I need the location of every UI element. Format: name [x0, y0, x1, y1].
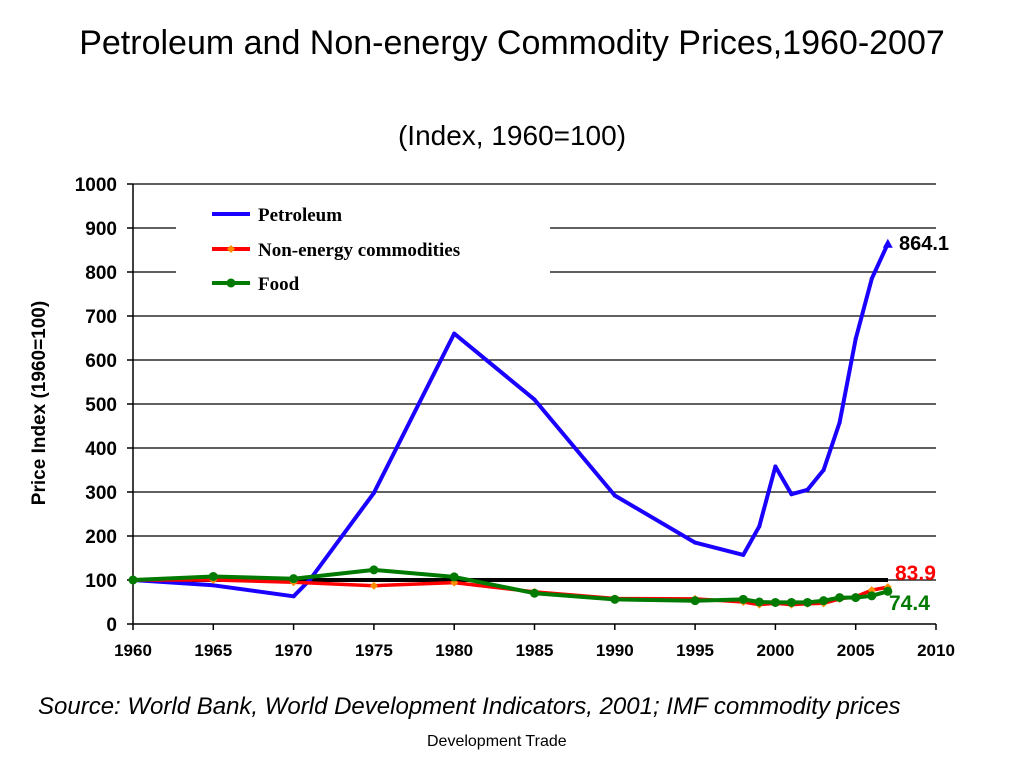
- x-tick-label-2000: 2000: [756, 641, 794, 660]
- legend-marker-non-energy-commodities: [227, 245, 235, 253]
- x-tick-label-1960: 1960: [114, 641, 152, 660]
- legend-label-petroleum: Petroleum: [258, 205, 342, 226]
- legend-label-non-energy-commodities: Non-energy commodities: [258, 240, 460, 261]
- x-tick-label-2010: 2010: [917, 641, 955, 660]
- y-tick-label-500: 500: [85, 395, 117, 416]
- end-label-food: 74.4: [889, 592, 930, 615]
- footer-text: Development Trade: [427, 733, 567, 750]
- end-labels: 864.1 83.9 74.4: [889, 233, 949, 615]
- data-point-food-1980: [449, 572, 459, 582]
- data-point-food-1998: [738, 594, 748, 604]
- x-tick-label-1990: 1990: [596, 641, 634, 660]
- series-end-marker-petroleum: [882, 238, 893, 248]
- data-point-food-1999: [754, 597, 764, 607]
- y-tick-label-900: 900: [85, 219, 117, 240]
- data-point-petroleum-1980: [452, 331, 457, 336]
- data-point-food-1985: [530, 588, 539, 598]
- data-point-food-1970: [289, 574, 299, 584]
- data-point-petroleum-2003: [821, 468, 826, 472]
- legend: Petroleum Non-energy commodities Food: [176, 200, 550, 300]
- y-tick-label-200: 200: [85, 527, 117, 548]
- x-tick-label-1965: 1965: [194, 641, 232, 660]
- y-tick-label-0: 0: [106, 615, 117, 636]
- y-tick-label-800: 800: [85, 263, 117, 284]
- data-point-food-2003: [819, 596, 829, 606]
- data-point-food-1965: [208, 571, 218, 581]
- data-point-petroleum-2002: [805, 487, 810, 492]
- data-point-food-1975: [369, 565, 379, 575]
- x-tick-label-1975: 1975: [355, 641, 393, 660]
- source-note: Source: World Bank, World Development In…: [38, 693, 901, 720]
- data-point-petroleum-2001: [789, 492, 794, 497]
- data-point-petroleum-2006: [869, 276, 874, 281]
- y-tick-label-600: 600: [85, 351, 117, 372]
- y-axis-label: Price Index (1960=100): [29, 301, 50, 505]
- data-point-food-1960: [128, 575, 138, 585]
- x-tick-label-1995: 1995: [676, 641, 714, 660]
- data-point-food-2002: [803, 597, 813, 607]
- data-point-petroleum-2000: [773, 464, 778, 469]
- x-tick-label-2005: 2005: [837, 641, 875, 660]
- data-point-petroleum-1970: [291, 594, 296, 599]
- y-tick-label-700: 700: [85, 307, 117, 328]
- tick-labels: 1960 1965 1970 1975 1980 1985 1990 1995 2000 2005…: [75, 175, 955, 660]
- x-tick-label-1980: 1980: [435, 641, 473, 660]
- series-line-food: [132, 567, 889, 605]
- line-chart: Petroleum Non-energy commodities Food 1960…: [29, 175, 955, 660]
- x-tick-label-1985: 1985: [516, 641, 554, 660]
- data-point-petroleum-2004: [837, 420, 842, 425]
- data-point-petroleum-2005: [853, 336, 858, 341]
- data-point-food-2001: [786, 597, 796, 607]
- y-tick-label-300: 300: [85, 483, 117, 504]
- data-point-petroleum-1965: [211, 583, 216, 588]
- data-point-petroleum-1985: [532, 397, 537, 402]
- data-point-food-2006: [867, 591, 877, 601]
- y-tick-label-1000: 1000: [75, 175, 117, 196]
- data-point-petroleum-1999: [757, 524, 762, 529]
- data-point-food-1995: [690, 596, 700, 606]
- x-tick-label-1970: 1970: [275, 641, 313, 660]
- legend-label-food: Food: [258, 274, 300, 295]
- page-title: Petroleum and Non-energy Commodity Price…: [79, 24, 945, 62]
- chart-subtitle: (Index, 1960=100): [397, 120, 627, 151]
- data-point-non-energy-commodities-1975: [369, 581, 378, 590]
- data-point-petroleum-1990: [612, 493, 617, 498]
- end-label-non-energy-commodities: 83.9: [895, 562, 936, 585]
- y-tick-label-100: 100: [85, 571, 117, 592]
- data-point-petroleum-1995: [693, 540, 698, 545]
- data-point-food-2004: [835, 593, 845, 603]
- y-tick-label-400: 400: [85, 439, 117, 460]
- end-label-petroleum: 864.1: [899, 233, 949, 255]
- series-lines: [128, 238, 893, 609]
- data-point-petroleum-1975: [371, 490, 376, 495]
- data-point-food-2000: [770, 597, 780, 607]
- data-point-food-2005: [851, 593, 861, 603]
- data-point-petroleum-1998: [741, 552, 746, 557]
- legend-marker-food: [226, 278, 236, 288]
- data-point-food-1990: [610, 594, 620, 604]
- data-point-food-2007: [883, 586, 893, 596]
